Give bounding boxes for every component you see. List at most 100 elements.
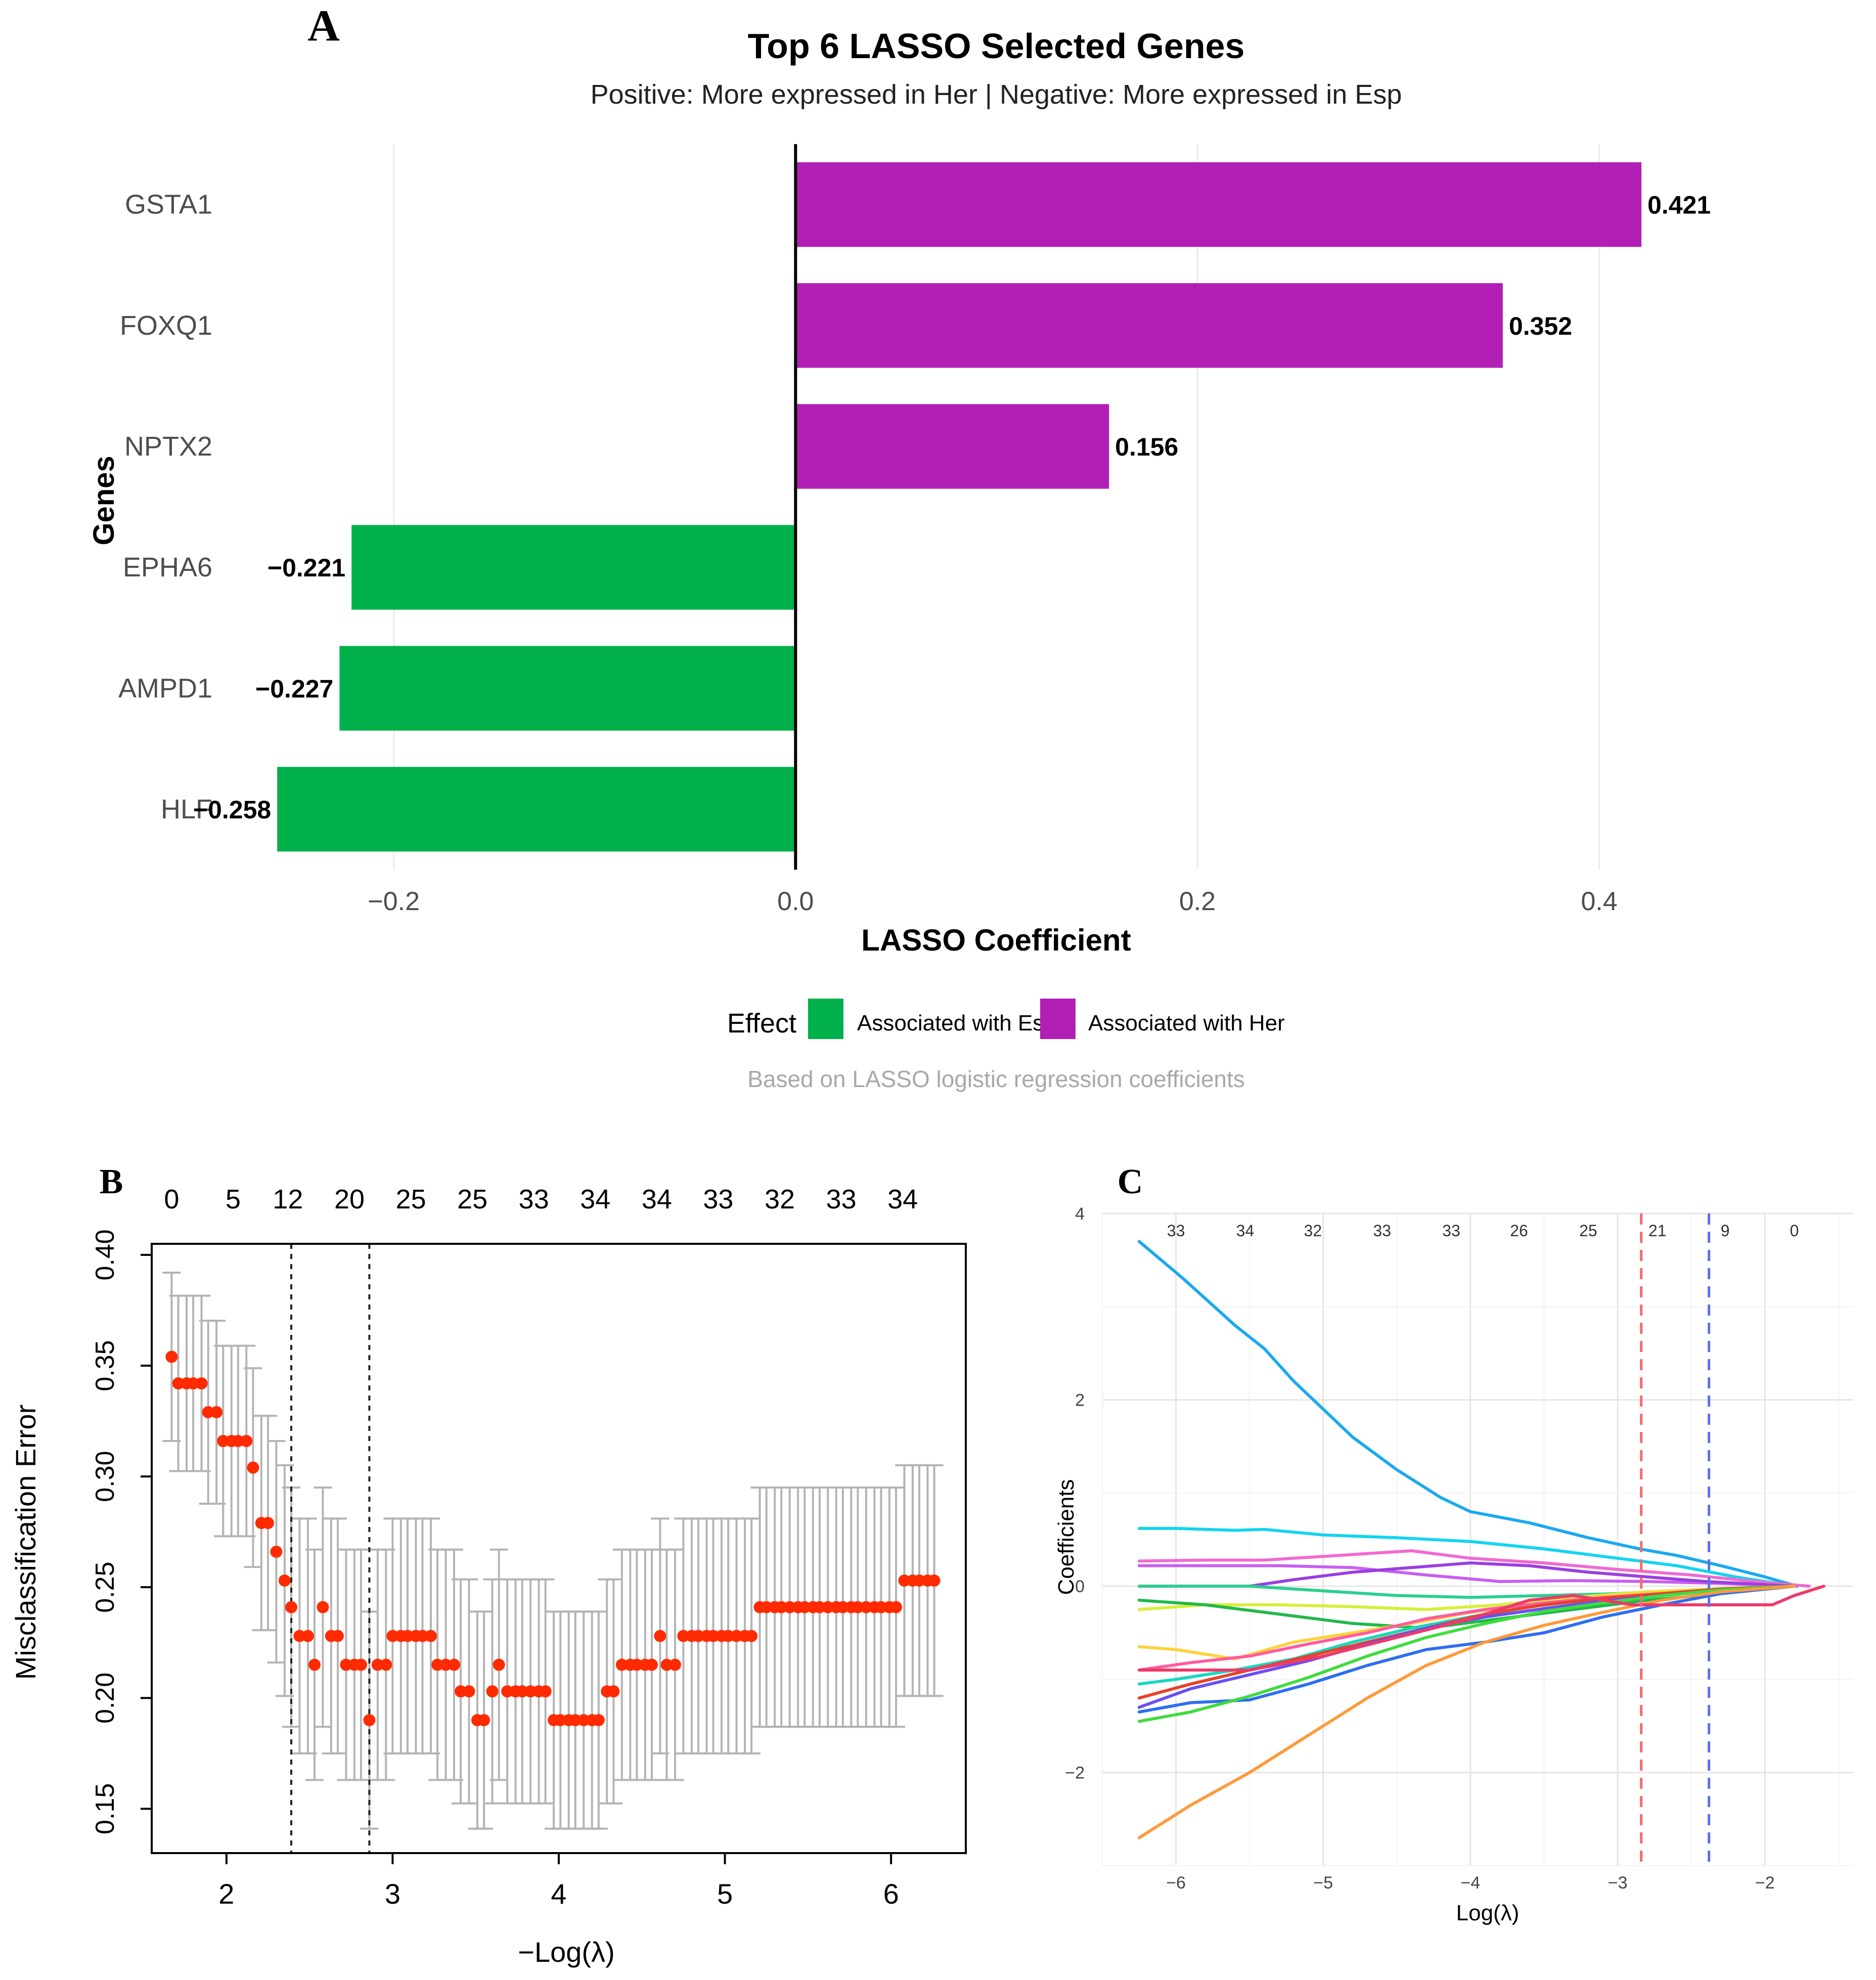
data-point: [202, 1406, 214, 1419]
data-point: [247, 1461, 259, 1474]
top-axis-count: 32: [1304, 1222, 1322, 1240]
data-point: [577, 1714, 590, 1727]
top-axis-count: 33: [826, 1184, 857, 1214]
y-tick-label: 0.25: [91, 1562, 120, 1613]
data-point: [270, 1546, 283, 1558]
data-point: [317, 1601, 329, 1613]
data-point: [293, 1630, 306, 1642]
y-tick-label: 0.30: [91, 1451, 120, 1502]
data-point: [860, 1601, 872, 1613]
data-point: [631, 1658, 643, 1671]
chart-a-x-ticks: −0.2 0.0 0.2 0.4: [368, 887, 1617, 916]
data-point: [890, 1601, 902, 1613]
top-axis-count: 12: [273, 1184, 303, 1214]
value-label: 0.421: [1647, 191, 1711, 219]
top-axis-count: 9: [1721, 1222, 1730, 1240]
y-tick-group: 0.40: [91, 1229, 120, 1280]
category-label: NPTX2: [124, 431, 212, 462]
bar-hlf: [277, 767, 796, 852]
legend-label-esp: Associated with Esp: [857, 1011, 1056, 1036]
coefficient-path-s17: [1137, 1585, 1825, 1672]
data-point: [431, 1658, 444, 1671]
data-point: [340, 1658, 352, 1671]
data-point: [524, 1685, 537, 1698]
chart-c-x-axis-title: Log(λ): [1456, 1901, 1520, 1925]
chart-a-category-labels: GSTA1 FOXQ1 NPTX2 EPHA6 AMPD1 HLF: [118, 190, 212, 825]
coefficient-path-s12: [1137, 1585, 1796, 1700]
y-tick-label: 0.40: [91, 1229, 120, 1280]
y-tick-label: 2: [1075, 1391, 1085, 1410]
chart-a-legend: Effect Associated with Esp Associated wi…: [727, 999, 1285, 1039]
top-axis-count: 21: [1648, 1222, 1667, 1240]
data-point: [722, 1630, 735, 1642]
top-axis-count: 25: [1579, 1222, 1597, 1240]
data-point: [569, 1714, 582, 1727]
data-point: [386, 1630, 399, 1642]
x-tick-label: −4: [1461, 1873, 1481, 1893]
data-point: [278, 1574, 291, 1587]
data-point: [439, 1658, 452, 1671]
y-tick-label: 0: [1075, 1577, 1085, 1596]
data-point: [669, 1658, 681, 1671]
x-tick-label: 2: [218, 1878, 234, 1910]
x-tick-label: 0.0: [777, 887, 814, 916]
data-point: [615, 1658, 628, 1671]
bar-gsta1: [795, 162, 1642, 247]
data-point: [355, 1658, 367, 1671]
category-label: HLF: [161, 794, 212, 824]
coefficient-path-s16: [1137, 1585, 1796, 1839]
x-tick-label: −2: [1755, 1873, 1775, 1893]
top-axis-count: 33: [1373, 1222, 1391, 1240]
value-label: 0.352: [1509, 312, 1572, 340]
coefficient-path-s5: [1137, 1561, 1796, 1588]
x-tick-label: 4: [551, 1878, 566, 1910]
data-point: [455, 1685, 467, 1698]
x-tick-label: 5: [717, 1878, 733, 1910]
data-point: [875, 1601, 887, 1613]
data-point: [232, 1434, 244, 1447]
top-axis-count: 32: [765, 1184, 795, 1214]
x-tick-label: 6: [883, 1878, 899, 1910]
data-point: [745, 1630, 758, 1642]
y-tick-group: 0.20: [91, 1673, 120, 1724]
data-point: [707, 1630, 720, 1642]
chart-b-x-ticks: 2 3 4 5 6: [218, 1853, 899, 1910]
data-point: [607, 1685, 620, 1698]
data-point: [775, 1601, 788, 1613]
data-point: [592, 1714, 605, 1727]
legend-label-her: Associated with Her: [1088, 1011, 1285, 1036]
chart-b-y-axis-title: Misclassification Error: [10, 1405, 41, 1680]
data-point: [554, 1714, 567, 1727]
chart-c-series-lines: [1137, 1240, 1825, 1839]
chart-a-title: Top 6 LASSO Selected Genes: [748, 26, 1245, 66]
value-label: −0.258: [193, 795, 271, 824]
value-label: −0.221: [267, 554, 345, 582]
data-point: [165, 1351, 178, 1363]
legend-swatch-esp: [808, 999, 843, 1039]
data-point: [240, 1434, 253, 1447]
top-axis-count: 25: [457, 1184, 487, 1214]
panel-c: C 33 34 32 33 33 26 25 21 9 0 −6 −5 −4 −3 −2 −2 0 2 4 Lo…: [1054, 1162, 1853, 1925]
chart-c-y-axis-title: Coefficients: [1054, 1479, 1079, 1595]
x-tick-label: 0.2: [1179, 887, 1216, 916]
chart-c-grid: [1102, 1212, 1853, 1866]
chart-c-x-ticks: −6 −5 −4 −3 −2: [1166, 1873, 1774, 1893]
coefficient-path-s4: [1137, 1564, 1796, 1588]
y-tick-group: 0.30: [91, 1451, 120, 1502]
category-label: AMPD1: [118, 673, 212, 703]
legend-swatch-her: [1040, 999, 1076, 1039]
chart-a-caption: Based on LASSO logistic regression coeff…: [747, 1066, 1245, 1092]
coefficient-path-s2: [1137, 1526, 1796, 1588]
coefficient-path-s1: [1137, 1240, 1799, 1588]
data-point: [371, 1658, 384, 1671]
x-tick-label: −6: [1166, 1873, 1186, 1893]
data-point: [813, 1601, 826, 1613]
data-point: [913, 1574, 925, 1587]
top-axis-count: 34: [642, 1184, 672, 1214]
coefficient-path-s15: [1137, 1585, 1796, 1723]
chart-b-reference-lines: [290, 1244, 371, 1853]
y-tick-label: 0.15: [91, 1783, 120, 1834]
data-point: [172, 1377, 185, 1390]
data-point: [401, 1630, 414, 1642]
